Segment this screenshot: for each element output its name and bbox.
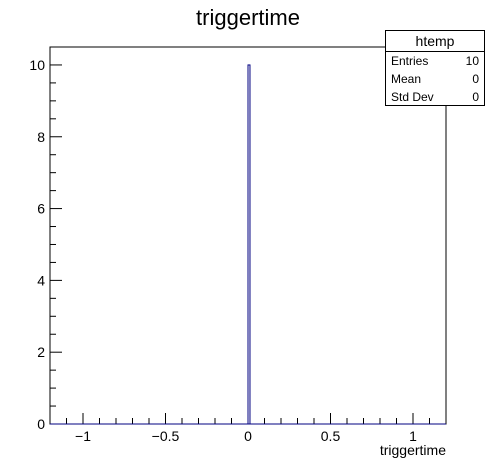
stats-label: Entries bbox=[391, 54, 429, 68]
stats-row-entries: Entries 10 bbox=[386, 52, 484, 70]
stats-value: 0 bbox=[472, 90, 479, 104]
y-tick-label: 4 bbox=[37, 272, 45, 288]
stats-row-std-dev: Std Dev 0 bbox=[386, 88, 484, 106]
stats-row-mean: Mean 0 bbox=[386, 70, 484, 88]
stats-value: 10 bbox=[465, 54, 479, 68]
y-axis: 0 2 4 6 8 10 bbox=[29, 57, 62, 432]
x-tick-label: 0.5 bbox=[321, 428, 341, 444]
y-tick-label: 8 bbox=[37, 129, 45, 145]
stats-value: 0 bbox=[472, 72, 479, 86]
histogram-bar bbox=[247, 64, 251, 425]
y-tick-label: 10 bbox=[29, 57, 45, 73]
chart-title: triggertime bbox=[196, 5, 300, 30]
x-tick-label: −0.5 bbox=[152, 428, 180, 444]
y-tick-label: 2 bbox=[37, 344, 45, 360]
histogram-bars bbox=[50, 64, 446, 425]
y-tick-label: 6 bbox=[37, 201, 45, 217]
x-tick-label: −1 bbox=[75, 428, 91, 444]
x-tick-label: 1 bbox=[409, 428, 417, 444]
stats-label: Std Dev bbox=[391, 90, 434, 104]
stats-box: htemp Entries 10 Mean 0 Std Dev 0 bbox=[385, 30, 485, 106]
stats-label: Mean bbox=[391, 72, 422, 86]
x-tick-label: 0 bbox=[244, 428, 252, 444]
y-tick-label: 0 bbox=[37, 416, 45, 432]
x-axis: −1 −0.5 0 0.5 1 bbox=[66, 413, 430, 444]
x-axis-label: triggertime bbox=[380, 442, 446, 458]
stats-title: htemp bbox=[386, 31, 484, 52]
